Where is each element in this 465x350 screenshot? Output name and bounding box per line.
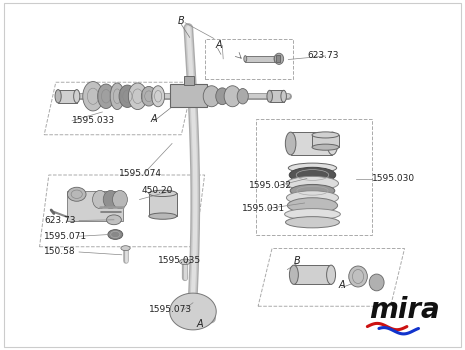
Text: B: B [294, 256, 301, 266]
Ellipse shape [73, 90, 80, 103]
Bar [246, 56, 275, 62]
Ellipse shape [369, 274, 384, 291]
Ellipse shape [286, 217, 339, 228]
Ellipse shape [349, 266, 367, 287]
Ellipse shape [83, 82, 103, 111]
Bar [67, 191, 123, 220]
Ellipse shape [244, 56, 247, 62]
Text: 1595.035: 1595.035 [158, 256, 201, 265]
Text: A: A [215, 41, 222, 50]
Text: 623.73: 623.73 [44, 216, 76, 225]
Text: A: A [150, 114, 157, 124]
Ellipse shape [203, 86, 220, 107]
Text: 450.20: 450.20 [142, 186, 173, 195]
Bar [312, 135, 339, 147]
Ellipse shape [119, 85, 136, 107]
Text: 1595.030: 1595.030 [372, 174, 415, 183]
Text: 1595.031: 1595.031 [242, 204, 285, 213]
Ellipse shape [289, 265, 299, 284]
Ellipse shape [121, 246, 130, 251]
Ellipse shape [327, 132, 338, 155]
Ellipse shape [149, 213, 177, 219]
Ellipse shape [286, 132, 296, 155]
Ellipse shape [286, 191, 339, 205]
Bar [276, 55, 280, 62]
Text: 1595.071: 1595.071 [44, 232, 87, 241]
Ellipse shape [152, 86, 165, 107]
Ellipse shape [285, 209, 340, 220]
Ellipse shape [110, 83, 124, 110]
Text: mira: mira [369, 296, 440, 324]
Ellipse shape [289, 167, 336, 183]
Text: 1595.033: 1595.033 [72, 116, 115, 125]
Ellipse shape [274, 56, 277, 62]
Ellipse shape [288, 163, 337, 173]
Ellipse shape [237, 89, 248, 104]
Polygon shape [170, 293, 216, 330]
Ellipse shape [98, 84, 114, 108]
Text: A: A [197, 319, 203, 329]
Ellipse shape [103, 190, 118, 209]
Bar [291, 132, 332, 155]
Bar [149, 194, 177, 216]
Ellipse shape [286, 176, 339, 190]
Ellipse shape [149, 190, 177, 197]
Ellipse shape [312, 132, 339, 138]
Ellipse shape [267, 90, 272, 102]
Ellipse shape [141, 86, 156, 106]
Ellipse shape [290, 184, 335, 197]
Ellipse shape [108, 230, 123, 239]
Text: 1595.032: 1595.032 [249, 181, 292, 190]
Ellipse shape [106, 215, 121, 225]
Ellipse shape [287, 198, 338, 213]
Ellipse shape [67, 187, 86, 201]
Text: 1595.073: 1595.073 [149, 305, 192, 314]
Ellipse shape [224, 86, 241, 107]
Bar [170, 84, 207, 107]
Ellipse shape [281, 90, 286, 102]
Ellipse shape [312, 144, 339, 150]
Ellipse shape [128, 83, 147, 110]
Text: A: A [339, 280, 345, 290]
Ellipse shape [113, 190, 127, 209]
Ellipse shape [93, 190, 107, 209]
Text: 623.73: 623.73 [307, 51, 339, 61]
Text: 1595.074: 1595.074 [119, 169, 161, 178]
Text: 150.58: 150.58 [44, 247, 76, 257]
Ellipse shape [326, 265, 336, 284]
Bar [58, 90, 77, 103]
Bar [270, 90, 284, 102]
Ellipse shape [55, 90, 61, 103]
Ellipse shape [274, 53, 284, 64]
Text: B: B [178, 16, 185, 26]
Bar [294, 265, 331, 284]
Ellipse shape [179, 259, 191, 265]
Ellipse shape [216, 88, 229, 105]
Bar [184, 76, 194, 85]
